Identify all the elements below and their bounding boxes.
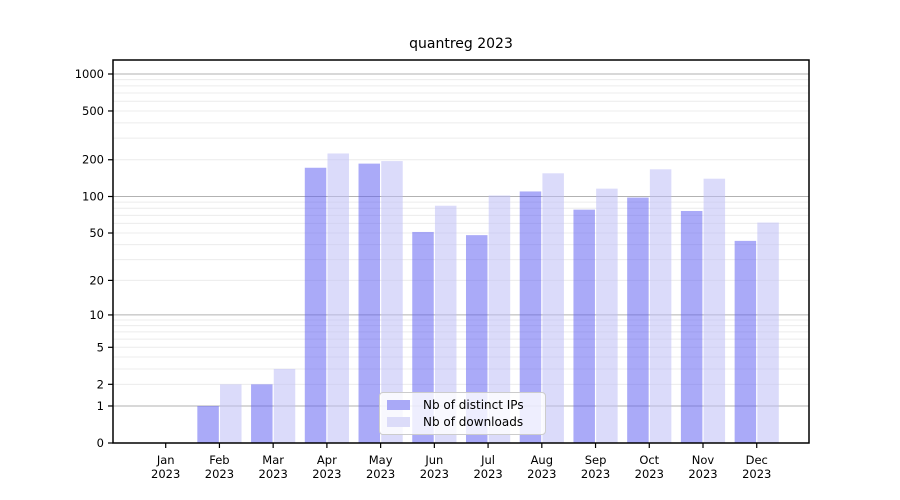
bar-downloads — [703, 178, 726, 444]
x-tick-label-month: Aug — [531, 453, 553, 467]
bar-distinct-ips — [573, 209, 595, 443]
x-tick-label-month: Jan — [156, 453, 175, 467]
bar-distinct-ips — [358, 163, 381, 443]
x-tick-label-month: Sep — [585, 453, 607, 467]
y-tick-label: 1000 — [75, 67, 104, 81]
legend-label-downloads: Nb of downloads — [423, 415, 524, 430]
bar-distinct-ips — [465, 235, 488, 443]
bar-downloads — [434, 205, 457, 443]
y-tick-label: 50 — [89, 226, 104, 240]
x-tick-label-month: Jul — [480, 453, 495, 467]
chart-title: quantreg 2023 — [409, 36, 513, 52]
bar-downloads — [488, 195, 511, 443]
bar-distinct-ips — [251, 384, 273, 443]
x-tick-label-month: May — [369, 453, 393, 467]
y-tick-label: 2 — [97, 377, 104, 391]
bar-downloads — [649, 169, 672, 443]
x-tick-label-year: 2023 — [688, 467, 717, 481]
bar-distinct-ips — [627, 197, 649, 443]
x-tick-label-year: 2023 — [151, 467, 180, 481]
bar-downloads — [381, 161, 403, 443]
bar-distinct-ips — [680, 210, 703, 443]
legend-item-downloads: Nb of downloads — [387, 416, 545, 428]
bar-distinct-ips — [304, 167, 327, 443]
y-tick-label: 10 — [89, 308, 104, 322]
x-tick-label-year: 2023 — [581, 467, 610, 481]
y-tick-label: 100 — [82, 190, 104, 204]
x-tick-label-year: 2023 — [312, 467, 341, 481]
x-tick-label-month: Nov — [692, 453, 715, 467]
x-tick-label-month: Apr — [317, 453, 337, 467]
x-tick-label-year: 2023 — [635, 467, 664, 481]
x-tick-label-month: Dec — [746, 453, 768, 467]
x-tick-label-year: 2023 — [742, 467, 771, 481]
x-tick-label-year: 2023 — [366, 467, 395, 481]
x-tick-label-year: 2023 — [259, 467, 288, 481]
bar-distinct-ips — [412, 231, 434, 443]
x-tick-label-year: 2023 — [473, 467, 502, 481]
y-tick-label: 1 — [97, 399, 104, 413]
bar-distinct-ips — [519, 191, 542, 443]
bar-downloads — [327, 153, 349, 444]
x-tick-label-month: Jun — [424, 453, 443, 467]
bar-distinct-ips — [197, 405, 219, 443]
x-tick-label-month: Mar — [262, 453, 284, 467]
y-tick-label: 20 — [89, 273, 104, 287]
x-tick-label-month: Feb — [209, 453, 229, 467]
y-tick-label: 0 — [97, 436, 104, 450]
bar-downloads — [220, 384, 242, 443]
bar-downloads — [757, 222, 779, 443]
bar-distinct-ips — [734, 240, 757, 443]
legend-label-distinct-ips: Nb of distinct IPs — [423, 397, 524, 412]
x-tick-label-year: 2023 — [420, 467, 449, 481]
x-tick-label-year: 2023 — [527, 467, 556, 481]
y-tick-label: 500 — [82, 104, 104, 118]
legend: Nb of distinct IPs Nb of downloads — [379, 392, 546, 435]
bar-downloads — [542, 173, 564, 443]
x-tick-label-year: 2023 — [205, 467, 234, 481]
plot-border — [112, 59, 810, 444]
legend-item-distinct-ips: Nb of distinct IPs — [387, 399, 545, 411]
y-tick-label: 5 — [97, 340, 104, 354]
bar-downloads — [273, 368, 296, 443]
y-tick-label: 200 — [82, 153, 104, 167]
legend-swatch-distinct-ips — [387, 399, 410, 410]
x-tick-label-month: Oct — [639, 453, 659, 467]
legend-swatch-downloads — [387, 417, 410, 428]
bar-downloads — [596, 188, 618, 443]
